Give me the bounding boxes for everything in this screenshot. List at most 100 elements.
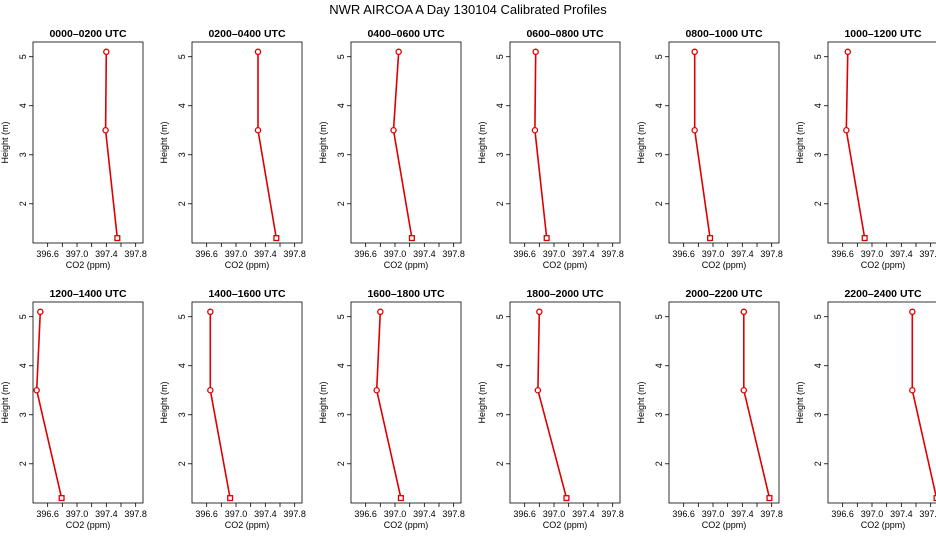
x-axis-label: CO2 (ppm) — [384, 520, 429, 530]
panel-10: 1800–2000 UTC 396.6 397.0 397.4 397.8 2 3 4 5 CO2… — [477, 288, 624, 530]
x-tick-label: 397.8 — [919, 249, 936, 259]
panel-title: 1200–1400 UTC — [49, 288, 126, 300]
y-tick-label: 2 — [813, 461, 823, 466]
data-point — [103, 48, 110, 56]
x-axis-label: CO2 (ppm) — [702, 520, 747, 530]
x-tick-label: 397.4 — [731, 249, 754, 259]
y-tick-label: 4 — [177, 363, 187, 368]
x-tick-label: 396.6 — [36, 249, 59, 259]
x-tick-label: 397.0 — [384, 509, 407, 519]
x-tick-label: 397.0 — [702, 509, 725, 519]
x-tick-label: 397.8 — [760, 509, 783, 519]
data-point — [58, 495, 65, 502]
data-point — [273, 235, 280, 242]
x-tick-label: 396.6 — [672, 249, 695, 259]
profile-line — [392, 51, 413, 239]
data-point — [740, 386, 748, 394]
plot-frame — [668, 301, 780, 504]
data-point — [227, 495, 234, 502]
x-tick-label: 396.6 — [831, 509, 854, 519]
profile-line — [742, 311, 771, 499]
panel-title: 2200–2400 UTC — [844, 288, 921, 300]
x-tick-label: 396.6 — [513, 509, 536, 519]
y-tick-label: 3 — [654, 152, 664, 157]
profile-line — [375, 311, 402, 499]
x-tick-label: 397.4 — [572, 509, 595, 519]
plot-frame — [827, 41, 936, 244]
profile-line — [911, 311, 936, 499]
x-tick-label: 397.8 — [283, 509, 306, 519]
x-tick-label: 397.8 — [601, 249, 624, 259]
y-tick-label: 3 — [495, 152, 505, 157]
profile-line — [209, 311, 231, 499]
x-tick-label: 397.8 — [124, 249, 147, 259]
panel-12: 2200–2400 UTC 396.6 397.0 397.4 397.8 2 3 4 5 CO2… — [795, 288, 936, 530]
x-tick-label: 396.6 — [513, 249, 536, 259]
profile-line — [534, 51, 548, 239]
profile-line — [35, 311, 63, 499]
y-tick-label: 4 — [336, 103, 346, 108]
data-point — [740, 308, 748, 316]
y-tick-label: 2 — [336, 461, 346, 466]
panel-7: 1200–1400 UTC 396.6 397.0 397.4 397.8 2 3 4 5 CO2… — [0, 288, 147, 530]
x-tick-label: 397.4 — [890, 509, 913, 519]
panel-title: 0400–0600 UTC — [367, 28, 444, 40]
y-tick-label: 3 — [177, 412, 187, 417]
y-tick-label: 5 — [177, 314, 187, 319]
panel-title: 1400–1600 UTC — [208, 288, 285, 300]
y-axis-label: Height (m) — [318, 381, 328, 423]
x-tick-label: 396.6 — [195, 509, 218, 519]
plot-frame — [509, 301, 621, 504]
y-tick-label: 5 — [813, 314, 823, 319]
data-point — [254, 48, 262, 56]
data-point — [861, 235, 868, 242]
profile-line — [537, 311, 568, 499]
y-tick-label: 2 — [654, 201, 664, 206]
plot-frame — [32, 41, 144, 244]
y-tick-label: 4 — [654, 363, 664, 368]
data-point — [254, 126, 262, 134]
y-tick-label: 2 — [495, 201, 505, 206]
x-tick-label: 396.6 — [672, 509, 695, 519]
profile-line — [104, 51, 119, 239]
plot-frame — [191, 301, 303, 504]
x-axis-label: CO2 (ppm) — [543, 520, 588, 530]
data-point — [536, 308, 543, 316]
data-point — [114, 235, 121, 242]
x-tick-label: 397.0 — [66, 509, 89, 519]
y-tick-label: 5 — [18, 314, 28, 319]
y-tick-label: 3 — [813, 412, 823, 417]
plot-frame — [827, 301, 936, 504]
y-tick-label: 3 — [813, 152, 823, 157]
x-axis-label: CO2 (ppm) — [861, 260, 906, 270]
y-tick-label: 5 — [813, 54, 823, 59]
panel-title: 0200–0400 UTC — [208, 28, 285, 40]
x-axis-label: CO2 (ppm) — [225, 520, 270, 530]
profile-line — [693, 51, 711, 239]
data-point — [534, 386, 542, 394]
data-point — [691, 126, 698, 134]
data-point — [377, 308, 384, 316]
profile-line — [845, 51, 866, 239]
y-tick-label: 2 — [336, 201, 346, 206]
panel-4: 0600–0800 UTC 396.6 397.0 397.4 397.8 2 3 4 5 CO2… — [477, 28, 624, 270]
y-axis-label: Height (m) — [636, 121, 646, 163]
panel-title: 0600–0800 UTC — [526, 28, 603, 40]
data-point — [843, 126, 850, 134]
y-tick-label: 5 — [18, 54, 28, 59]
plot-frame — [191, 41, 303, 244]
x-tick-label: 396.6 — [354, 509, 377, 519]
x-tick-label: 397.4 — [413, 509, 436, 519]
x-tick-label: 397.8 — [601, 509, 624, 519]
panel-9: 1600–1800 UTC 396.6 397.0 397.4 397.8 2 3 4 5 CO2… — [318, 288, 465, 530]
y-tick-label: 2 — [813, 201, 823, 206]
y-tick-label: 4 — [813, 103, 823, 108]
y-tick-label: 2 — [654, 461, 664, 466]
figure-title: NWR AIRCOA A Day 130104 Calibrated Profi… — [329, 2, 607, 17]
panel-1: 0000–0200 UTC 396.6 397.0 397.4 397.8 2 3 4 5 CO2… — [0, 28, 147, 270]
panel-2: 0200–0400 UTC 396.6 397.0 397.4 397.8 2 3 4 5 CO2… — [159, 28, 306, 270]
panel-8: 1400–1600 UTC 396.6 397.0 397.4 397.8 2 3 4 5 CO2… — [159, 288, 306, 530]
x-tick-label: 397.0 — [66, 249, 89, 259]
panel-11: 2000–2200 UTC 396.6 397.0 397.4 397.8 2 3 4 5 CO2… — [636, 288, 783, 530]
panel-3: 0400–0600 UTC 396.6 397.0 397.4 397.8 2 3 4 5 CO2… — [318, 28, 465, 270]
